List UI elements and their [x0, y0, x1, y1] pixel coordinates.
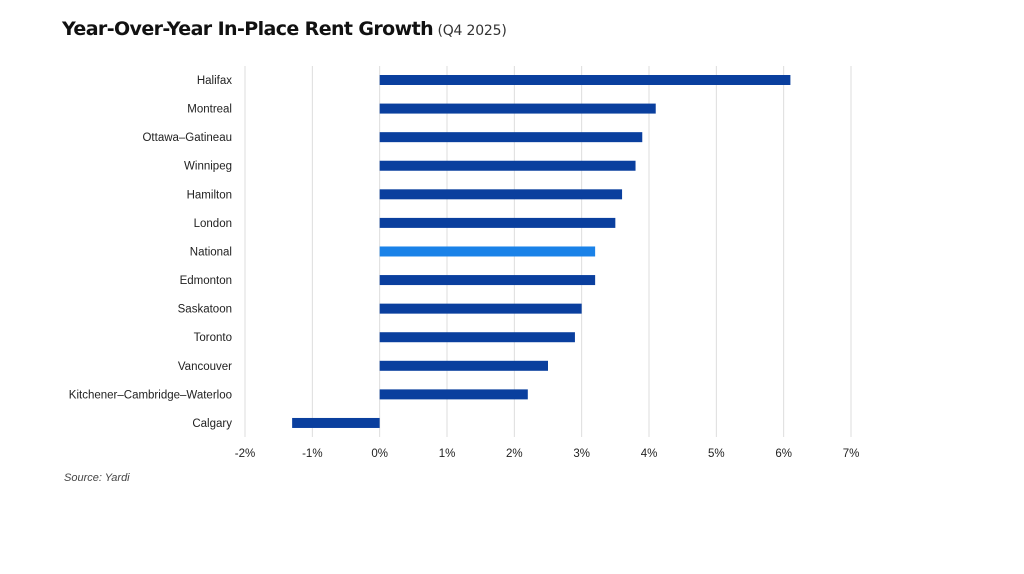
category-label: Ottawa–Gatineau — [142, 132, 232, 144]
grid-lines — [244, 66, 852, 437]
x-tick-label: 6% — [775, 448, 792, 460]
bar-toronto — [379, 332, 575, 343]
x-tick-label: -2% — [235, 448, 255, 460]
x-tick-label: 5% — [708, 448, 725, 460]
category-label: Winnipeg — [184, 161, 232, 173]
bar-kitchener-cambridge-waterloo — [379, 389, 528, 400]
category-label: Edmonton — [180, 275, 232, 287]
x-tick-label: 0% — [371, 448, 388, 460]
chart-title: Year-Over-Year In-Place Rent Growth (Q4 … — [62, 18, 507, 40]
x-tick-label: 1% — [439, 448, 456, 460]
chart-subtitle: (Q4 2025) — [437, 23, 507, 39]
chart-title-text: Year-Over-Year In-Place Rent Growth — [62, 18, 434, 40]
category-label: Toronto — [194, 332, 232, 344]
category-label: London — [194, 218, 232, 230]
bar-london — [379, 217, 616, 228]
category-label: National — [190, 246, 232, 258]
category-label: Vancouver — [178, 361, 232, 373]
x-tick-label: 3% — [573, 448, 590, 460]
category-label: Halifax — [197, 75, 232, 87]
bar-saskatoon — [379, 303, 582, 314]
x-tick-label: 7% — [843, 448, 860, 460]
x-tick-label: 4% — [641, 448, 658, 460]
x-tick-label: 2% — [506, 448, 523, 460]
category-label: Calgary — [192, 418, 232, 430]
bar-national — [379, 246, 596, 257]
bar-ottawa-gatineau — [379, 132, 643, 143]
bar-halifax — [379, 75, 791, 85]
bar-montreal — [379, 103, 656, 114]
bar-winnipeg — [379, 160, 636, 171]
category-labels: Halifax Montreal Ottawa–Gatineau Winnipeg Ha… — [69, 75, 232, 430]
category-label: Kitchener–Cambridge–Waterloo — [69, 389, 232, 401]
category-label: Saskatoon — [178, 304, 232, 316]
x-axis-tick-labels: -2% -1% 0% 1% 2% 3% 4% 5% 6% 7% — [235, 448, 860, 460]
bar-hamilton — [379, 189, 623, 200]
bar-edmonton — [379, 275, 596, 286]
bars — [292, 75, 791, 428]
x-tick-label: -1% — [302, 448, 322, 460]
category-label: Montreal — [187, 104, 232, 116]
bar-vancouver — [379, 360, 548, 371]
source-note: Source: Yardi — [64, 472, 130, 484]
bar-calgary — [292, 417, 380, 428]
category-label: Hamilton — [187, 189, 232, 201]
